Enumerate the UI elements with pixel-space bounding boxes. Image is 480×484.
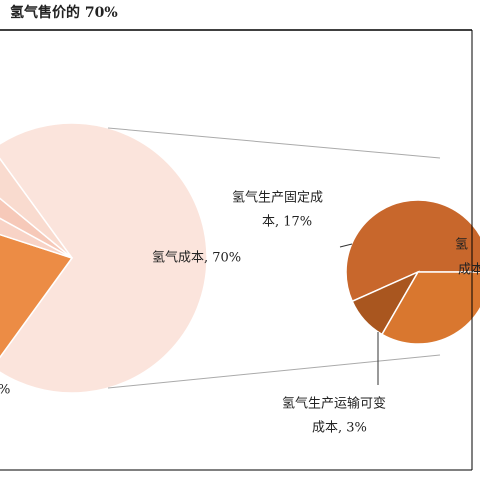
pie-slice [0,217,73,259]
slice-label: 氢气生产运输可变 [282,396,386,412]
slice-label: 本, 17% [262,215,312,230]
slice-label: 成本, 3% [312,421,367,436]
pie-slice [345,199,480,303]
slice-label: 氢气生产固定成 [232,190,323,206]
leader-line [339,243,353,248]
pie-slice [380,271,480,345]
slice-label: 氢气成本, 70% [152,250,241,266]
connector [107,127,441,159]
chart-title: 氢气售价的 70% [10,4,118,21]
pie-slice [0,122,208,394]
slice-label: 氢 [455,238,468,253]
slice-label: 成本 [458,263,480,278]
pie-slice [0,233,74,359]
slice-label: % [0,383,10,398]
connector [107,354,441,389]
pie-slice [0,157,73,259]
